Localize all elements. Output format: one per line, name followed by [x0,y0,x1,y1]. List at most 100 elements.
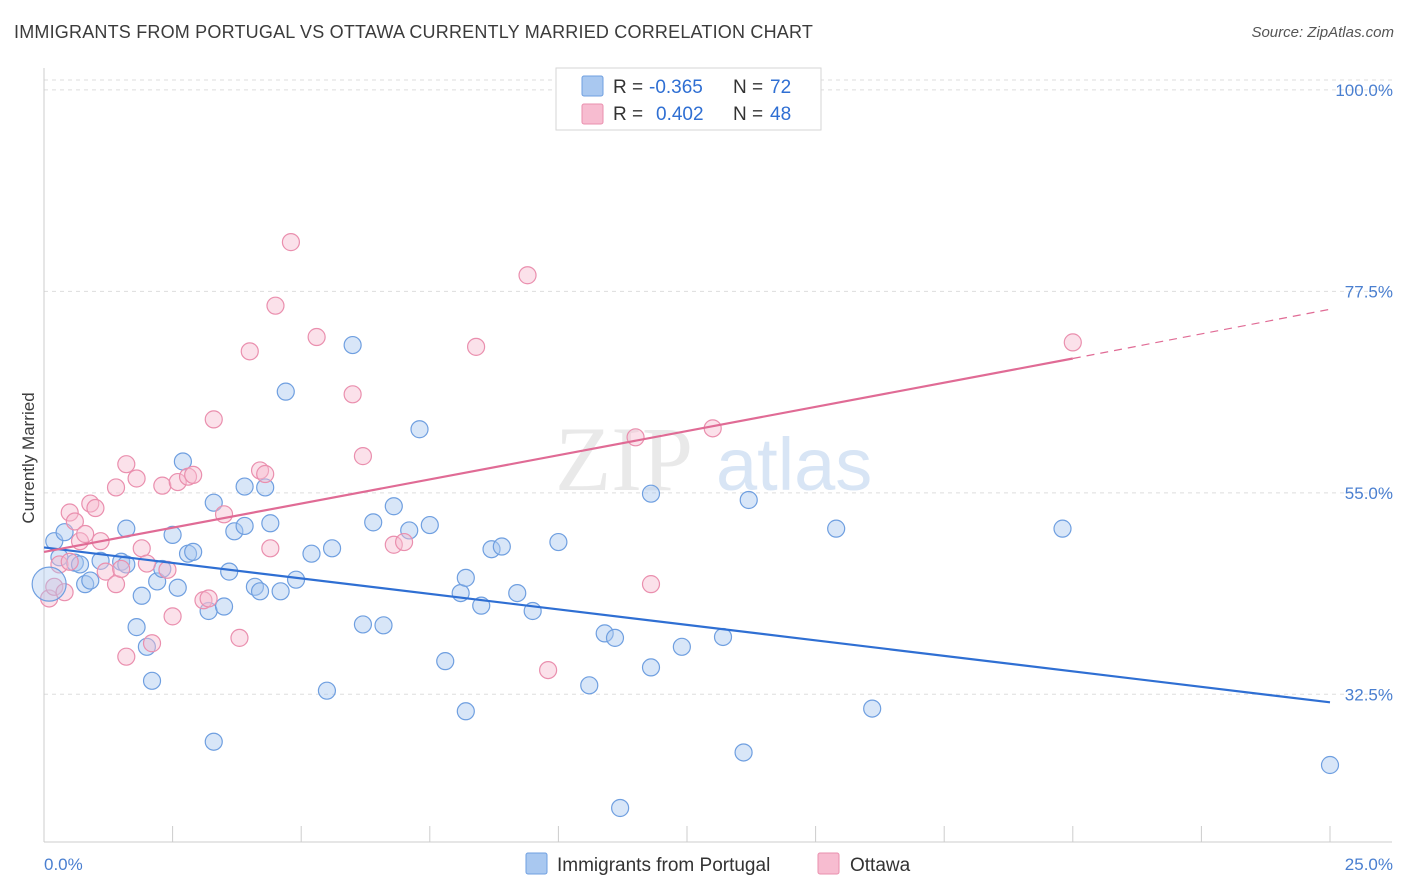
portugal-point-68 [827,519,846,538]
portugal-point-71 [1320,755,1340,775]
portugal-point-54 [492,537,511,556]
axes [43,68,1392,843]
ottawa-point-22 [153,476,172,495]
portugal-point-cluster [31,566,67,602]
y-tick-label-3: 100.0% [1335,81,1393,100]
grid-lines [44,79,1392,695]
portugal-point-28 [235,516,254,536]
portugal-point-41 [353,615,373,634]
portugal-point-18 [168,578,187,597]
portugal-point-11 [127,618,146,637]
portugal-point-55 [508,583,527,603]
watermark-atlas: atlas [716,423,872,506]
portugal-point-40 [343,335,362,355]
ottawa-point-27 [184,465,203,485]
legend-r-value-portugal: -0.365 [649,77,703,98]
ottawa-point-12 [96,562,115,581]
data-points [31,233,1340,818]
portugal-point-34 [271,582,290,601]
ottawa-point-46 [539,660,558,680]
tick-labels: 32.5% 55.0% 77.5% 100.0% 0.0% 25.0% [44,81,1393,874]
ottawa-point-5 [60,503,79,522]
y-tick-label-1: 55.0% [1345,484,1393,503]
portugal-point-25 [214,597,234,616]
portugal-point-67 [739,490,758,510]
ottawa-point-30 [204,410,223,429]
ottawa-point-8 [76,524,95,544]
x-tick-label-1: 25.0% [1345,855,1393,874]
x-tick-label-0: 0.0% [44,855,83,874]
portugal-point-63 [641,484,661,503]
portugal-point-42 [364,513,383,532]
portugal-point-26 [220,562,239,581]
ottawa-point-38 [281,233,301,252]
portugal-point-43 [374,616,393,635]
portugal-point-57 [549,532,568,552]
ottawa-point-17 [117,647,136,666]
portugal-point-29 [235,477,254,496]
portugal-point-5 [76,575,95,594]
portugal-point-27 [225,522,244,541]
portugal-point-35 [276,382,295,401]
ottawa-point-44 [466,337,486,356]
ottawa-point-19 [132,539,151,558]
ottawa-point-6 [65,512,84,531]
ottawa-point-47 [626,428,645,447]
ottawa-trend-line [43,357,1074,553]
chart-source: Source: ZipAtlas.com [1251,24,1394,41]
portugal-point-59 [595,624,614,643]
y-tick-label-0: 32.5% [1345,685,1393,704]
ottawa-point-43 [394,532,414,552]
ottawa-point-21 [142,634,162,653]
portugal-point-33 [261,514,280,533]
portugal-point-12 [132,586,151,605]
legend-n-value-portugal: 72 [770,77,791,98]
portugal-point-69 [863,699,882,718]
bottom-legend-swatch-ottawa [817,852,840,875]
portugal-point-6 [81,571,100,590]
ottawa-point-29 [199,589,218,608]
portugal-point-48 [436,652,455,671]
legend-r-value-ottawa: 0.402 [656,104,704,125]
ottawa-point-45 [518,266,537,285]
portugal-point-14 [142,671,162,690]
ottawa-point-15 [112,559,131,579]
portugal-point-44 [384,497,403,516]
ottawa-point-37 [266,296,285,315]
portugal-point-17 [163,525,182,544]
portugal-point-38 [317,681,337,700]
portugal-point-50 [456,568,475,587]
portugal-point-32 [256,478,275,497]
legend-r-label-portugal: R = [613,77,643,98]
ottawa-point-33 [240,342,259,361]
legend-n-label-ottawa: N = [733,104,763,125]
portugal-point-39 [322,539,342,558]
bottom-legend-label-portugal: Immigrants from Portugal [557,855,770,876]
portugal-point-66 [734,743,753,762]
legend-top: R = -0.365 N = 72 R = 0.402 N = 48 [555,67,822,131]
ottawa-point-39 [307,327,326,347]
ottawa-point-50 [1063,333,1082,352]
ottawa-point-13 [106,575,126,594]
ottawa-point-42 [384,535,403,554]
ottawa-point-4 [60,552,79,571]
watermark: ZIP atlas [555,408,872,510]
ottawa-point-20 [137,554,156,573]
ottawa-point-48 [641,575,661,594]
portugal-point-47 [420,515,439,535]
legend-r-label-ottawa: R = [613,104,643,125]
watermark-zip: ZIP [555,408,693,510]
portugal-point-64 [672,637,691,656]
portugal-point-60 [605,628,625,647]
portugal-point-62 [641,658,661,677]
legend-swatch-ottawa [581,103,604,125]
ottawa-point-1 [45,577,64,596]
portugal-point-4 [70,555,90,574]
ottawa-point-35 [256,464,275,484]
portugal-point-23 [204,732,223,751]
trend-lines [43,308,1331,704]
portugal-point-37 [302,544,321,563]
portugal-point-45 [400,521,419,540]
portugal-point-13 [137,637,156,656]
portugal-point-61 [611,798,630,818]
